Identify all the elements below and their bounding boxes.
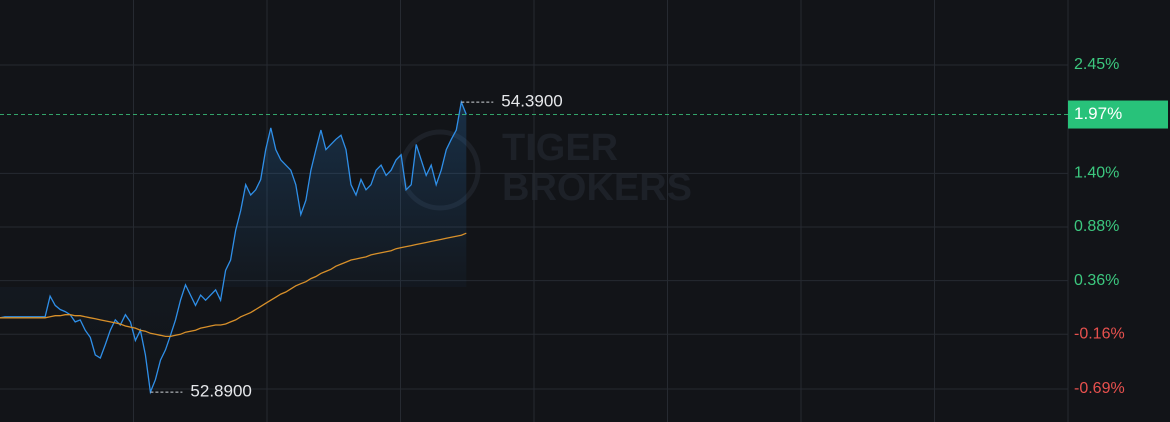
- y-tick-label: 0.36%: [1074, 272, 1119, 289]
- high-label: 54.3900: [501, 92, 562, 111]
- y-tick-label: 0.88%: [1074, 218, 1119, 235]
- y-tick-label: 2.45%: [1074, 56, 1119, 73]
- y-tick-label: 1.40%: [1074, 165, 1119, 182]
- low-label: 52.8900: [190, 382, 251, 401]
- y-tick-label: -0.16%: [1074, 326, 1125, 343]
- current-label: 1.97%: [1074, 104, 1122, 123]
- series-line: [0, 99, 467, 395]
- y-tick-label: -0.69%: [1074, 380, 1125, 397]
- current-label-box: [1068, 100, 1168, 129]
- series-line: [0, 232, 467, 338]
- watermark: TIGER: [502, 127, 618, 169]
